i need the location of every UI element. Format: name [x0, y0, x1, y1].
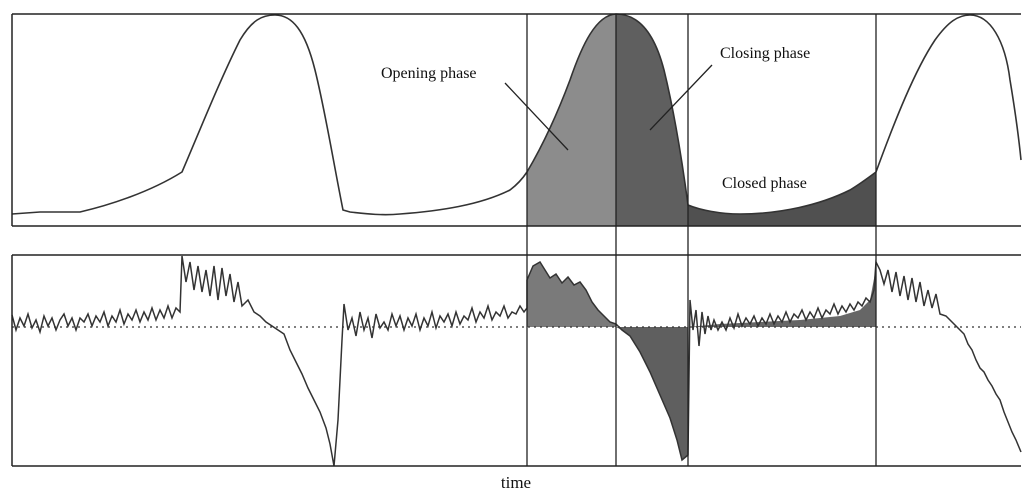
opening-phase-label: Opening phase	[381, 65, 477, 82]
closing-phase-label: Closing phase	[720, 45, 810, 62]
flow-curve	[11, 13, 1022, 216]
derivative-curve	[11, 255, 1022, 467]
derivative-closed-area	[688, 268, 876, 327]
opening-phase-area	[527, 14, 616, 226]
opening-leader-line	[504, 82, 569, 151]
closed-phase-label: Closed phase	[722, 175, 807, 192]
derivative-positive-area	[527, 262, 616, 327]
closing-leader-line	[649, 64, 713, 131]
closed-phase-area	[688, 172, 876, 226]
phase-boundaries	[526, 14, 877, 466]
derivative-panel	[11, 254, 1022, 467]
closing-phase-area	[616, 14, 688, 226]
flow-panel: Opening phase Closing phase Closed phase	[11, 13, 1022, 227]
time-axis-label: time	[501, 473, 531, 492]
derivative-negative-area	[616, 327, 688, 460]
